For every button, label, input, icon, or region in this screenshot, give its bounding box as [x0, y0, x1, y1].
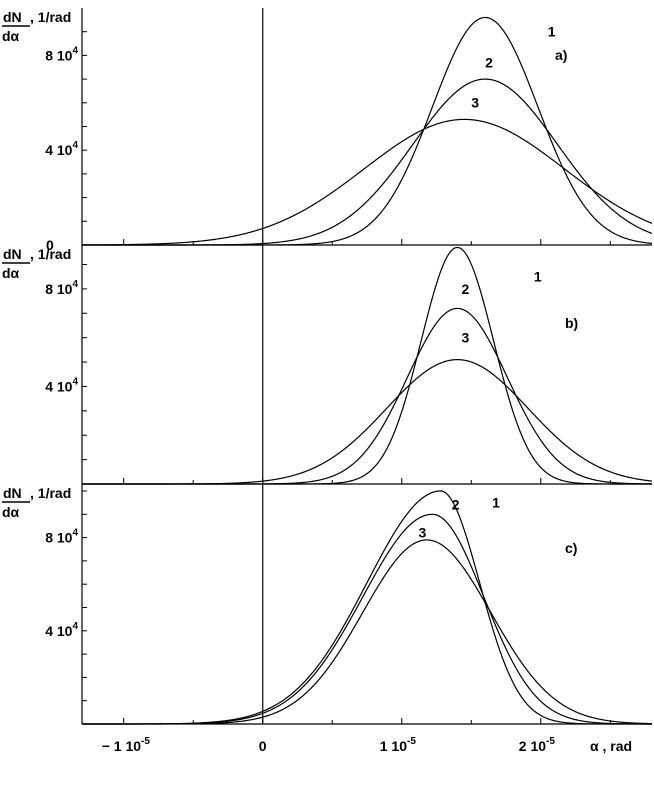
y-tick-label: 4 104	[45, 376, 78, 394]
series-1-label: 1	[534, 269, 542, 285]
series-3-line	[82, 539, 653, 725]
series-1-label: 1	[492, 494, 500, 510]
series-3-label: 3	[471, 95, 479, 111]
panel-label: a)	[555, 47, 567, 63]
series-3-label: 3	[418, 525, 426, 541]
y-tick-label: 8 104	[45, 528, 78, 546]
panel-c: 4 104 8 104 dN dα , 1/rad c) 1 2 3 − 1 10-5 0 1 10-…	[2, 484, 653, 754]
x-tick-label: 1 10-5	[380, 736, 417, 754]
y-label-unit: , 1/rad	[30, 485, 71, 501]
series-2-line	[82, 78, 653, 246]
panel-label: b)	[565, 315, 578, 331]
x-tick-label: 2 10-5	[519, 736, 556, 754]
series-3-line	[82, 118, 653, 246]
y-tick-label: 8 104	[45, 279, 78, 297]
x-tick-label: − 1 10-5	[102, 736, 151, 754]
series-2-line	[82, 307, 653, 485]
y-label-denominator: dα	[2, 28, 20, 44]
y-tick-label: 8 104	[45, 45, 78, 63]
x-axis-label: α , rad	[590, 738, 632, 754]
series-1-label: 1	[548, 23, 556, 39]
y-tick-label: 4 104	[45, 140, 78, 158]
series-1-line	[82, 490, 652, 725]
y-label-denominator: dα	[2, 504, 20, 520]
panel-label: c)	[565, 540, 577, 556]
series-2-label: 2	[485, 54, 493, 70]
series-3-line	[82, 359, 653, 485]
x-tick-label: 0	[259, 738, 267, 754]
series-3-label: 3	[462, 330, 470, 346]
series-2-label: 2	[462, 281, 470, 297]
series-1-line	[82, 246, 652, 485]
panel-a: 0 4 104 8 104 dN dα , 1/rad a) 1 2 3	[2, 8, 653, 253]
series-2-label: 2	[452, 497, 460, 513]
y-label-numerator: dN	[3, 485, 22, 501]
y-tick-label: 4 104	[45, 621, 78, 639]
y-label-unit: , 1/rad	[30, 246, 71, 262]
y-label-numerator: dN	[3, 9, 22, 25]
y-label-numerator: dN	[3, 246, 22, 262]
y-label-unit: , 1/rad	[30, 9, 71, 25]
y-tick-label: 0	[46, 237, 54, 253]
panel-b: 4 104 8 104 dN dα , 1/rad b) 1 2 3	[2, 245, 653, 485]
y-label-denominator: dα	[2, 265, 20, 281]
